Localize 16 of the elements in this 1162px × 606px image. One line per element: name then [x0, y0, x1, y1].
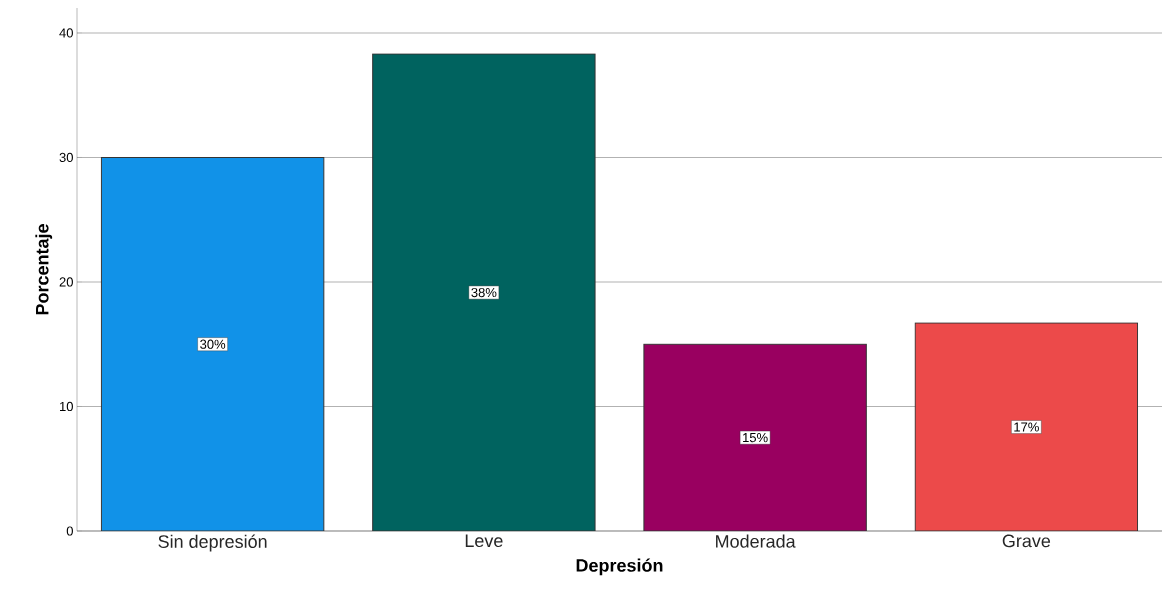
data-label: 17% [1014, 422, 1039, 432]
y-tick-label: 30 [59, 152, 73, 163]
data-label: 38% [471, 287, 497, 298]
bar [914, 322, 1139, 531]
data-label: 30% [200, 339, 226, 349]
data-label: 15% [743, 433, 768, 443]
x-axis-title: Depresión [576, 558, 663, 576]
y-tick-label: 40 [59, 28, 73, 38]
y-axis-title: Porcentaje [35, 224, 53, 315]
y-tick-label: 0 [66, 526, 73, 536]
x-tick-label: Grave [1002, 534, 1051, 548]
y-tick-label: 20 [59, 277, 73, 287]
x-tick-label: Leve [465, 534, 503, 548]
x-tick-label: Moderada [716, 534, 796, 548]
y-tick-label: 10 [60, 401, 73, 412]
x-tick-label: Sin depresión [158, 534, 267, 552]
